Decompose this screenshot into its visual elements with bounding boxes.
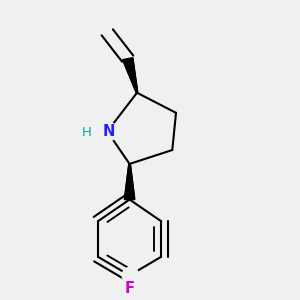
Polygon shape bbox=[133, 83, 136, 85]
Polygon shape bbox=[127, 182, 133, 183]
Polygon shape bbox=[125, 63, 134, 65]
Polygon shape bbox=[129, 165, 130, 166]
Polygon shape bbox=[127, 176, 132, 177]
Polygon shape bbox=[129, 164, 130, 165]
Polygon shape bbox=[127, 178, 132, 179]
Polygon shape bbox=[125, 191, 134, 192]
Polygon shape bbox=[130, 76, 136, 78]
Polygon shape bbox=[125, 192, 134, 193]
Polygon shape bbox=[128, 167, 131, 168]
Polygon shape bbox=[123, 59, 133, 62]
Polygon shape bbox=[123, 58, 133, 61]
Polygon shape bbox=[128, 166, 130, 167]
Polygon shape bbox=[125, 64, 134, 66]
Polygon shape bbox=[128, 174, 132, 175]
Polygon shape bbox=[128, 173, 131, 174]
Polygon shape bbox=[126, 187, 133, 188]
Polygon shape bbox=[127, 69, 134, 71]
Polygon shape bbox=[128, 171, 131, 172]
Polygon shape bbox=[126, 67, 134, 70]
Polygon shape bbox=[134, 87, 137, 89]
Polygon shape bbox=[126, 186, 133, 187]
Polygon shape bbox=[135, 88, 137, 89]
Text: F: F bbox=[124, 281, 135, 296]
Polygon shape bbox=[130, 77, 136, 79]
Polygon shape bbox=[128, 175, 132, 176]
Polygon shape bbox=[132, 81, 136, 83]
Polygon shape bbox=[126, 183, 133, 184]
Polygon shape bbox=[133, 84, 136, 86]
Polygon shape bbox=[128, 71, 135, 73]
Text: H: H bbox=[82, 126, 92, 139]
Polygon shape bbox=[130, 78, 136, 80]
Polygon shape bbox=[134, 85, 137, 87]
Polygon shape bbox=[124, 198, 135, 199]
Polygon shape bbox=[128, 170, 131, 171]
Polygon shape bbox=[126, 188, 134, 189]
Polygon shape bbox=[124, 62, 134, 64]
Polygon shape bbox=[125, 65, 134, 67]
Polygon shape bbox=[123, 58, 133, 61]
Polygon shape bbox=[125, 196, 134, 197]
Polygon shape bbox=[124, 61, 134, 64]
Polygon shape bbox=[132, 82, 137, 84]
Polygon shape bbox=[126, 66, 134, 69]
Polygon shape bbox=[131, 79, 136, 80]
Polygon shape bbox=[127, 180, 132, 181]
Polygon shape bbox=[124, 197, 134, 198]
Polygon shape bbox=[127, 179, 132, 180]
Polygon shape bbox=[125, 195, 134, 196]
Polygon shape bbox=[135, 89, 137, 90]
Polygon shape bbox=[131, 80, 136, 81]
Polygon shape bbox=[130, 75, 135, 77]
Polygon shape bbox=[126, 189, 134, 190]
Polygon shape bbox=[125, 194, 134, 195]
Polygon shape bbox=[131, 80, 136, 82]
Polygon shape bbox=[125, 193, 134, 194]
Polygon shape bbox=[133, 85, 137, 86]
Polygon shape bbox=[127, 181, 133, 182]
Polygon shape bbox=[126, 185, 133, 186]
Polygon shape bbox=[125, 190, 134, 191]
Polygon shape bbox=[128, 70, 135, 72]
Polygon shape bbox=[128, 168, 131, 169]
Polygon shape bbox=[124, 199, 135, 200]
Polygon shape bbox=[135, 90, 137, 91]
Polygon shape bbox=[128, 73, 135, 75]
Polygon shape bbox=[134, 86, 137, 88]
Polygon shape bbox=[129, 74, 135, 75]
Polygon shape bbox=[136, 92, 138, 93]
Polygon shape bbox=[126, 66, 134, 68]
Polygon shape bbox=[127, 177, 132, 178]
Polygon shape bbox=[126, 184, 133, 185]
Polygon shape bbox=[128, 172, 131, 173]
Polygon shape bbox=[124, 60, 133, 63]
Polygon shape bbox=[128, 72, 135, 74]
Polygon shape bbox=[136, 91, 138, 92]
Polygon shape bbox=[127, 68, 134, 70]
Polygon shape bbox=[128, 169, 131, 170]
Text: N: N bbox=[102, 124, 115, 139]
Polygon shape bbox=[129, 74, 135, 76]
